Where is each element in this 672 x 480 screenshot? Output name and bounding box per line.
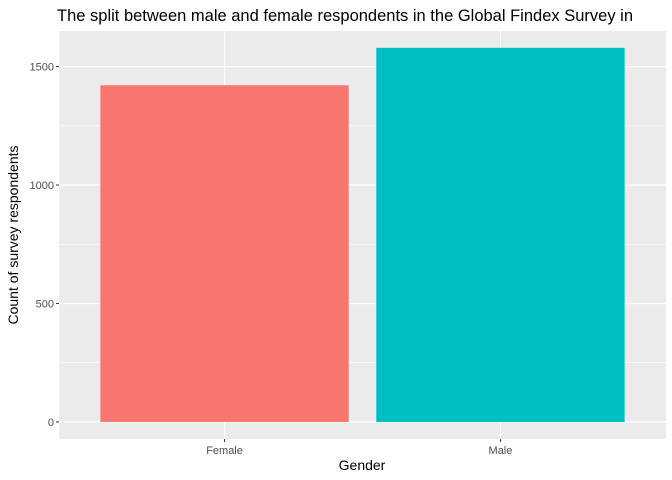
x-tick-label: Female <box>206 445 243 457</box>
x-axis: Female Male <box>206 439 512 457</box>
bar-male <box>376 47 625 422</box>
y-axis-title: Count of survey respondents <box>5 146 21 325</box>
x-axis-title: Gender <box>339 457 386 473</box>
y-tick-label: 500 <box>36 298 54 310</box>
y-tick-label: 1500 <box>30 62 54 74</box>
x-tick-label: Male <box>489 445 513 457</box>
y-tick-label: 1000 <box>30 180 54 192</box>
y-axis: 0 500 1000 1500 <box>30 62 59 429</box>
bar-female <box>100 85 349 422</box>
y-tick-label: 0 <box>48 417 54 429</box>
chart-title: The split between male and female respon… <box>57 7 633 25</box>
bars <box>100 47 625 422</box>
